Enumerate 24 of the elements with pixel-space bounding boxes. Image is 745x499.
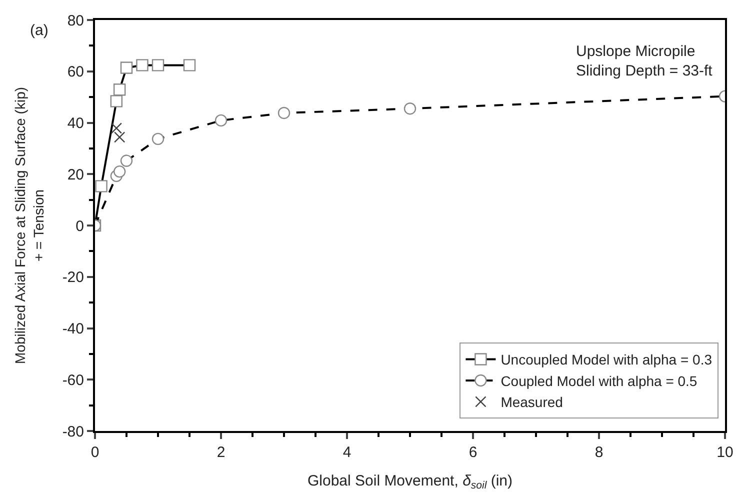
x-tick-label: 6	[468, 444, 478, 461]
point	[114, 132, 126, 143]
y-tick-label: -40	[62, 320, 84, 338]
x-axis-title: Global Soil Movement, δ$_{soil}$ (in)	[307, 472, 513, 492]
y-tick-label: 20	[67, 166, 84, 184]
y-tick-label: -20	[62, 269, 84, 286]
text: (a)	[30, 22, 48, 39]
y-axis-title: Mobilized Axial Force at Sliding Surface (kip) + = Tension	[12, 86, 46, 364]
legend-label: Uncoupled Model with alpha = 0.3	[500, 352, 712, 368]
x-tick-label: 4	[342, 444, 352, 461]
point	[110, 122, 122, 134]
y-tick-label: 80	[67, 12, 84, 30]
annotation: Upslope Micropile Sliding Depth = 33-ft	[576, 43, 714, 80]
x-tick-label: 8	[594, 444, 604, 461]
x-tick-label: 0	[90, 444, 100, 461]
legend-label: Coupled Model with alpha = 0.5	[500, 372, 698, 389]
legend-label: Measured	[500, 394, 563, 410]
y-tick-label: -80	[62, 423, 84, 440]
x-tick-label: 10	[716, 444, 734, 461]
y-tick-label: 40	[67, 115, 84, 132]
x-tick-label: 2	[216, 444, 226, 461]
y-tick-label: 60	[67, 64, 84, 81]
y-tick-label: -60	[62, 372, 84, 389]
y-tick-label: 0	[76, 218, 84, 235]
